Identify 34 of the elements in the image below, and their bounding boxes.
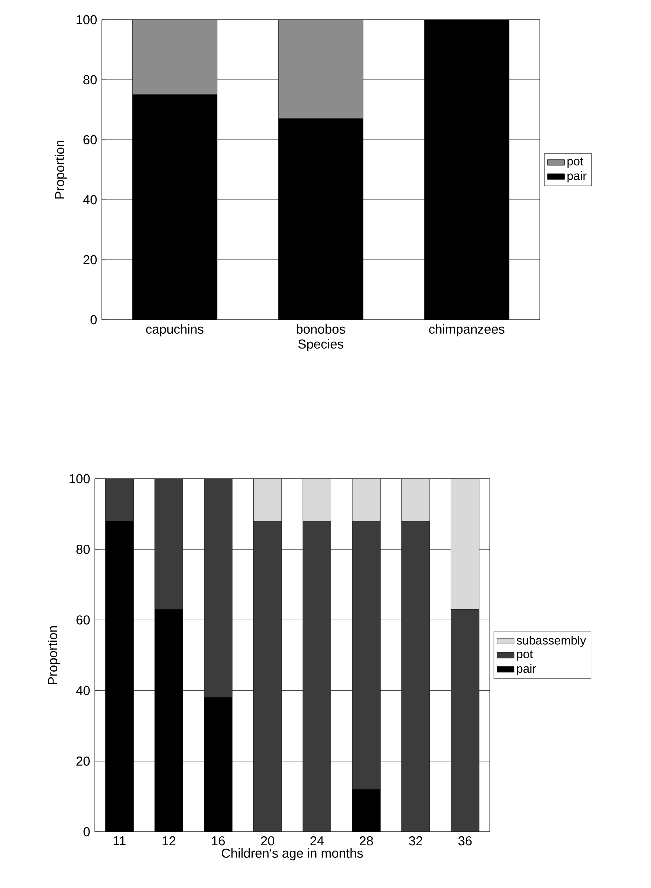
y-tick-label: 100 [70,474,90,484]
legend-label: pair [568,172,587,183]
x-tick-label: capuchins [146,324,204,337]
y-tick-label: 100 [76,15,97,25]
x-tick-label: 12 [162,836,176,846]
bar [132,20,218,96]
legend-label: subassembly [516,636,586,648]
x-tick-label: 11 [114,836,126,846]
y-tick-label: 0 [84,827,90,837]
legend-label: pair [517,664,536,676]
y-tick-label: 80 [76,545,90,554]
y-tick-label: 40 [76,686,90,696]
legend-label: pot [568,158,584,168]
x-tick-label: 28 [360,836,374,846]
x-tick-label: 24 [310,836,324,846]
legend-label: pot [517,650,534,661]
x-tick-label: 32 [409,836,422,846]
y-tick-label: 20 [84,255,97,265]
x-tick-label: 16 [212,836,226,846]
y-axis-title: Proportion [48,626,60,684]
y-tick-label: 40 [83,195,97,205]
x-axis-title: Species [298,339,344,352]
y-tick-label: 60 [76,616,90,625]
y-tick-label: 0 [90,315,97,325]
y-tick-label: 60 [84,135,97,145]
x-tick-label: bonobos [296,324,346,334]
x-tick-label: chimpanzees [429,324,505,337]
x-tick-label: 36 [458,836,472,846]
x-tick-label: 20 [261,836,275,846]
x-axis-title: Children's age in months [222,848,364,861]
y-tick-label: 20 [76,756,90,766]
bar [278,20,364,120]
y-axis-title: Proportion [54,140,68,199]
y-tick-label: 80 [84,75,97,85]
